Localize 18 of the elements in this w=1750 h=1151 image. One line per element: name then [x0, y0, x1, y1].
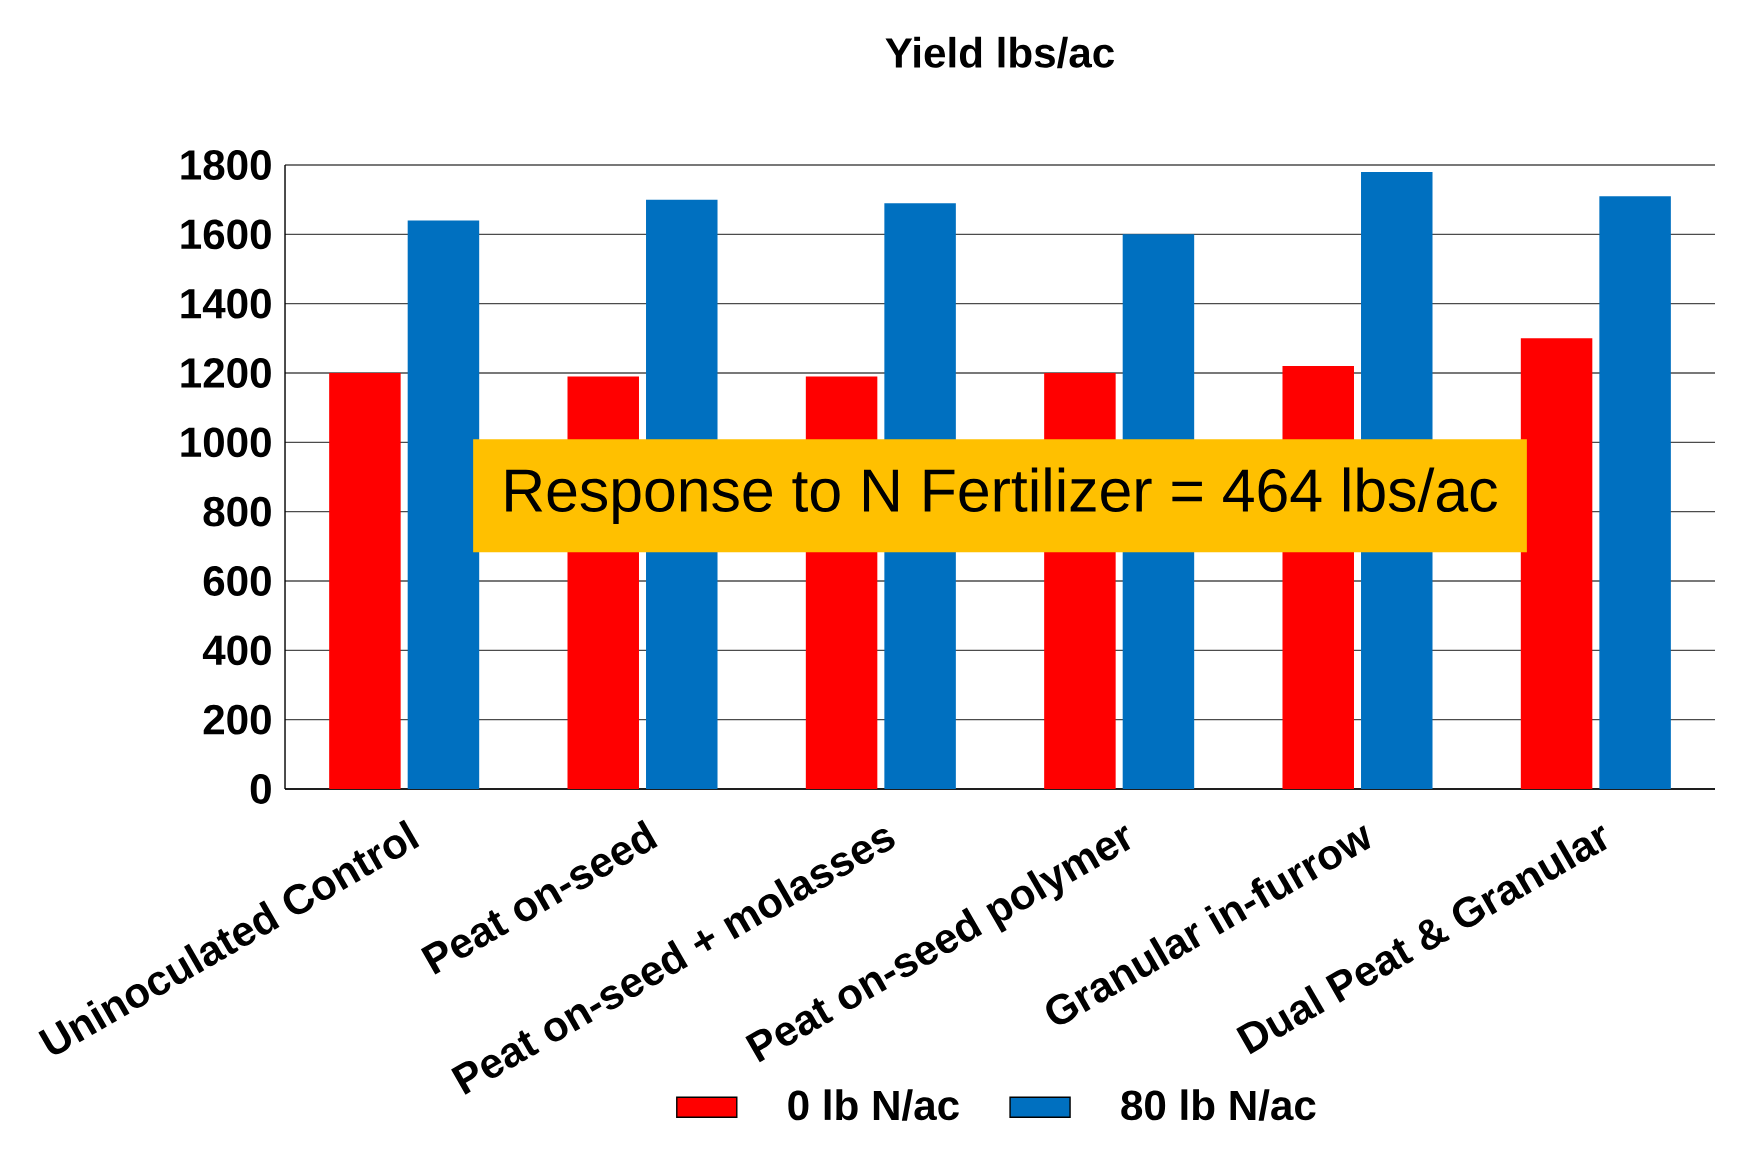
y-tick-label: 0: [250, 774, 271, 804]
bar: [1520, 338, 1593, 789]
y-tick-label: 800: [203, 496, 271, 527]
y-tick-label: 1000: [181, 427, 271, 458]
bar: [1599, 196, 1671, 789]
y-tick-label: 1800: [181, 150, 271, 180]
y-tick-label: 200: [203, 704, 271, 735]
y-tick-label: 1400: [181, 288, 271, 319]
chart-title: Yield lbs/ac: [885, 36, 1115, 69]
bar: [407, 220, 480, 789]
legend-label: 0 lb N/ac: [788, 1089, 959, 1121]
y-tick-label: 1600: [181, 219, 271, 250]
y-tick-label: 600: [203, 566, 271, 596]
annotation: Response to N Fertilizer = 464 lbs/ac: [506, 467, 1497, 525]
y-tick-label: 400: [202, 635, 271, 666]
y-tick-label: 1200: [181, 358, 271, 388]
legend-label: 80 lb N/ac: [1121, 1089, 1316, 1121]
bar: [329, 373, 401, 789]
